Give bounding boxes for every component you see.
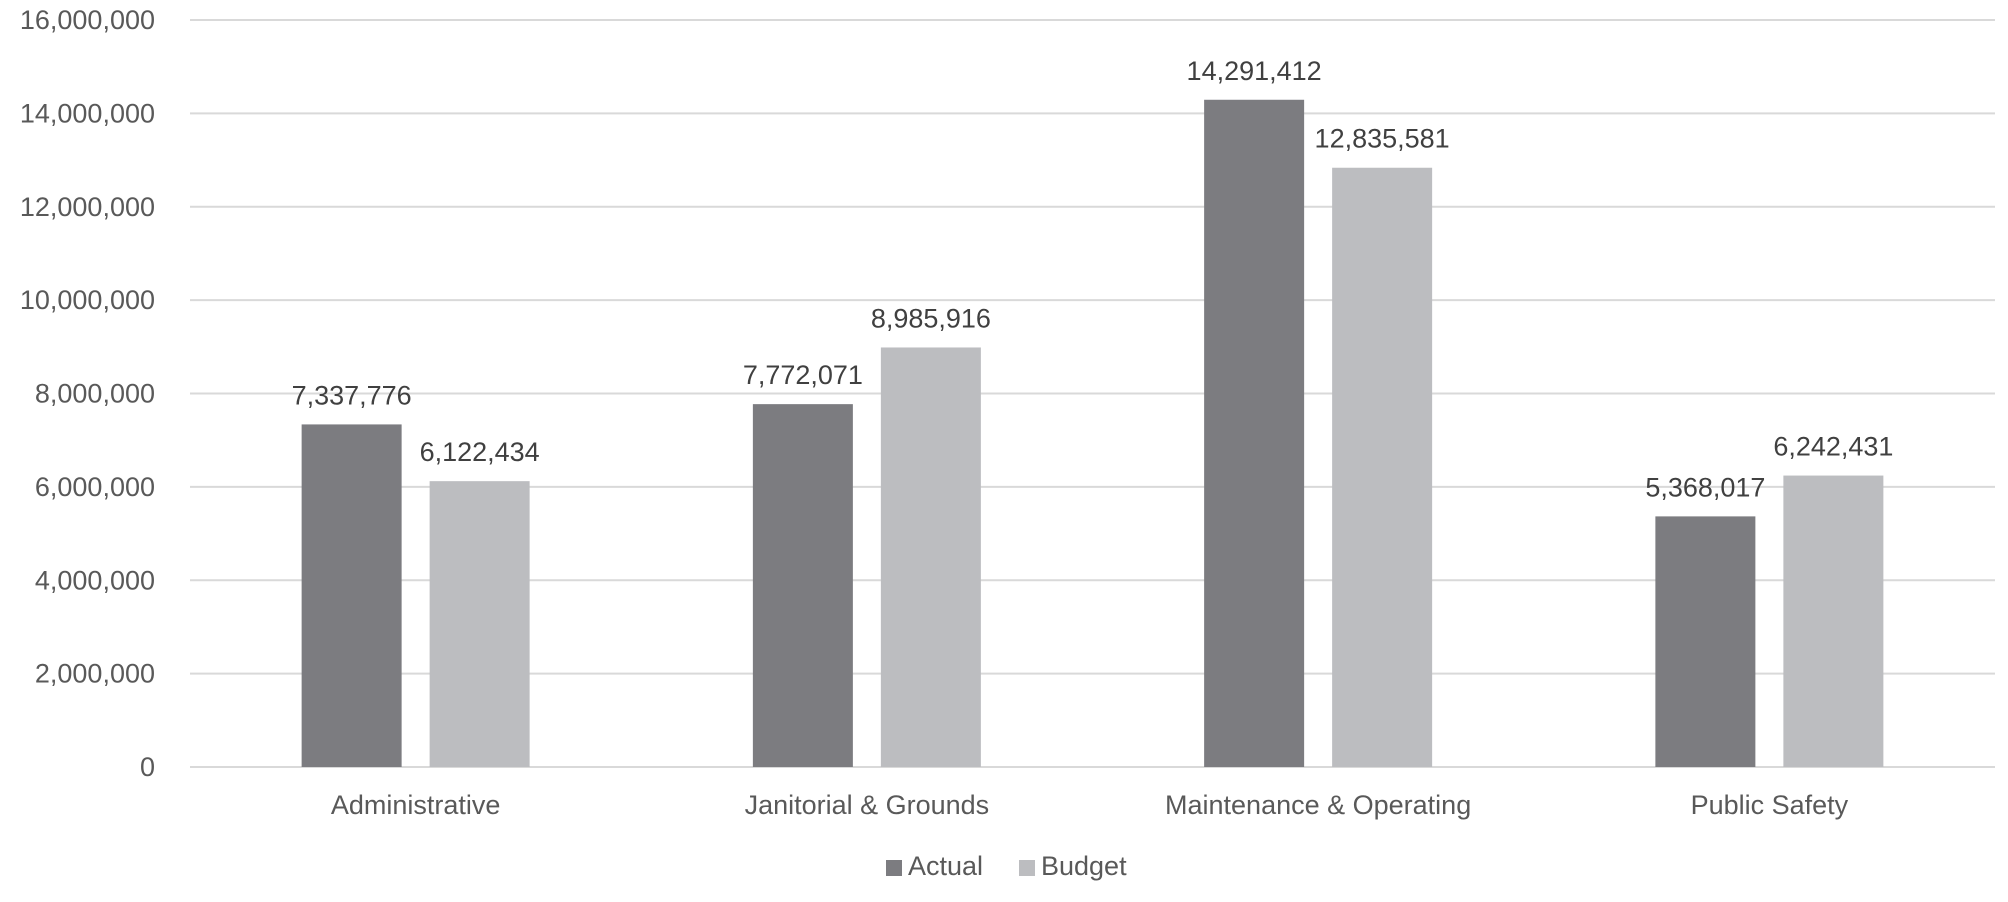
y-tick-label: 4,000,000 [35,565,155,595]
legend-label-actual: Actual [908,851,983,881]
data-label-budget: 12,835,581 [1315,124,1450,154]
legend-label-budget: Budget [1041,851,1127,881]
x-category-label: Maintenance & Operating [1165,790,1471,820]
x-category-label: Janitorial & Grounds [745,790,990,820]
bar-actual [1655,516,1756,767]
y-tick-label: 6,000,000 [35,472,155,502]
y-tick-label: 10,000,000 [20,285,155,315]
bar-budget [1783,475,1884,767]
x-category-label: Administrative [331,790,501,820]
data-label-budget: 6,122,434 [420,437,540,467]
y-tick-label: 16,000,000 [20,5,155,35]
y-tick-label: 12,000,000 [20,192,155,222]
data-label-actual: 7,337,776 [292,380,412,410]
bar-budget [429,481,530,767]
legend-swatch-budget [1019,860,1035,876]
y-tick-label: 2,000,000 [35,659,155,689]
bar-actual [752,404,853,767]
y-tick-label: 0 [140,752,155,782]
data-label-actual: 7,772,071 [743,360,863,390]
data-label-actual: 5,368,017 [1645,472,1765,502]
legend: Actual Budget [886,851,1127,881]
data-label-budget: 8,985,916 [871,303,991,333]
data-label-budget: 6,242,431 [1773,432,1893,462]
bar-actual [301,424,402,767]
y-tick-label: 14,000,000 [20,98,155,128]
bars [301,99,1884,767]
x-axis-category-labels: Administrative Janitorial & Grounds Mainte… [331,790,1849,820]
y-tick-label: 8,000,000 [35,379,155,409]
data-label-actual: 14,291,412 [1187,56,1322,86]
bar-budget [880,347,981,767]
x-category-label: Public Safety [1691,790,1849,820]
bar-budget [1332,167,1433,767]
y-axis-tick-labels: 0 2,000,000 4,000,000 6,000,000 8,000,000 10,… [20,5,155,782]
legend-swatch-actual [886,860,902,876]
bar-actual [1204,99,1305,767]
data-labels: 7,337,776 6,122,434 7,772,071 8,985,916 14,2… [292,56,1894,503]
